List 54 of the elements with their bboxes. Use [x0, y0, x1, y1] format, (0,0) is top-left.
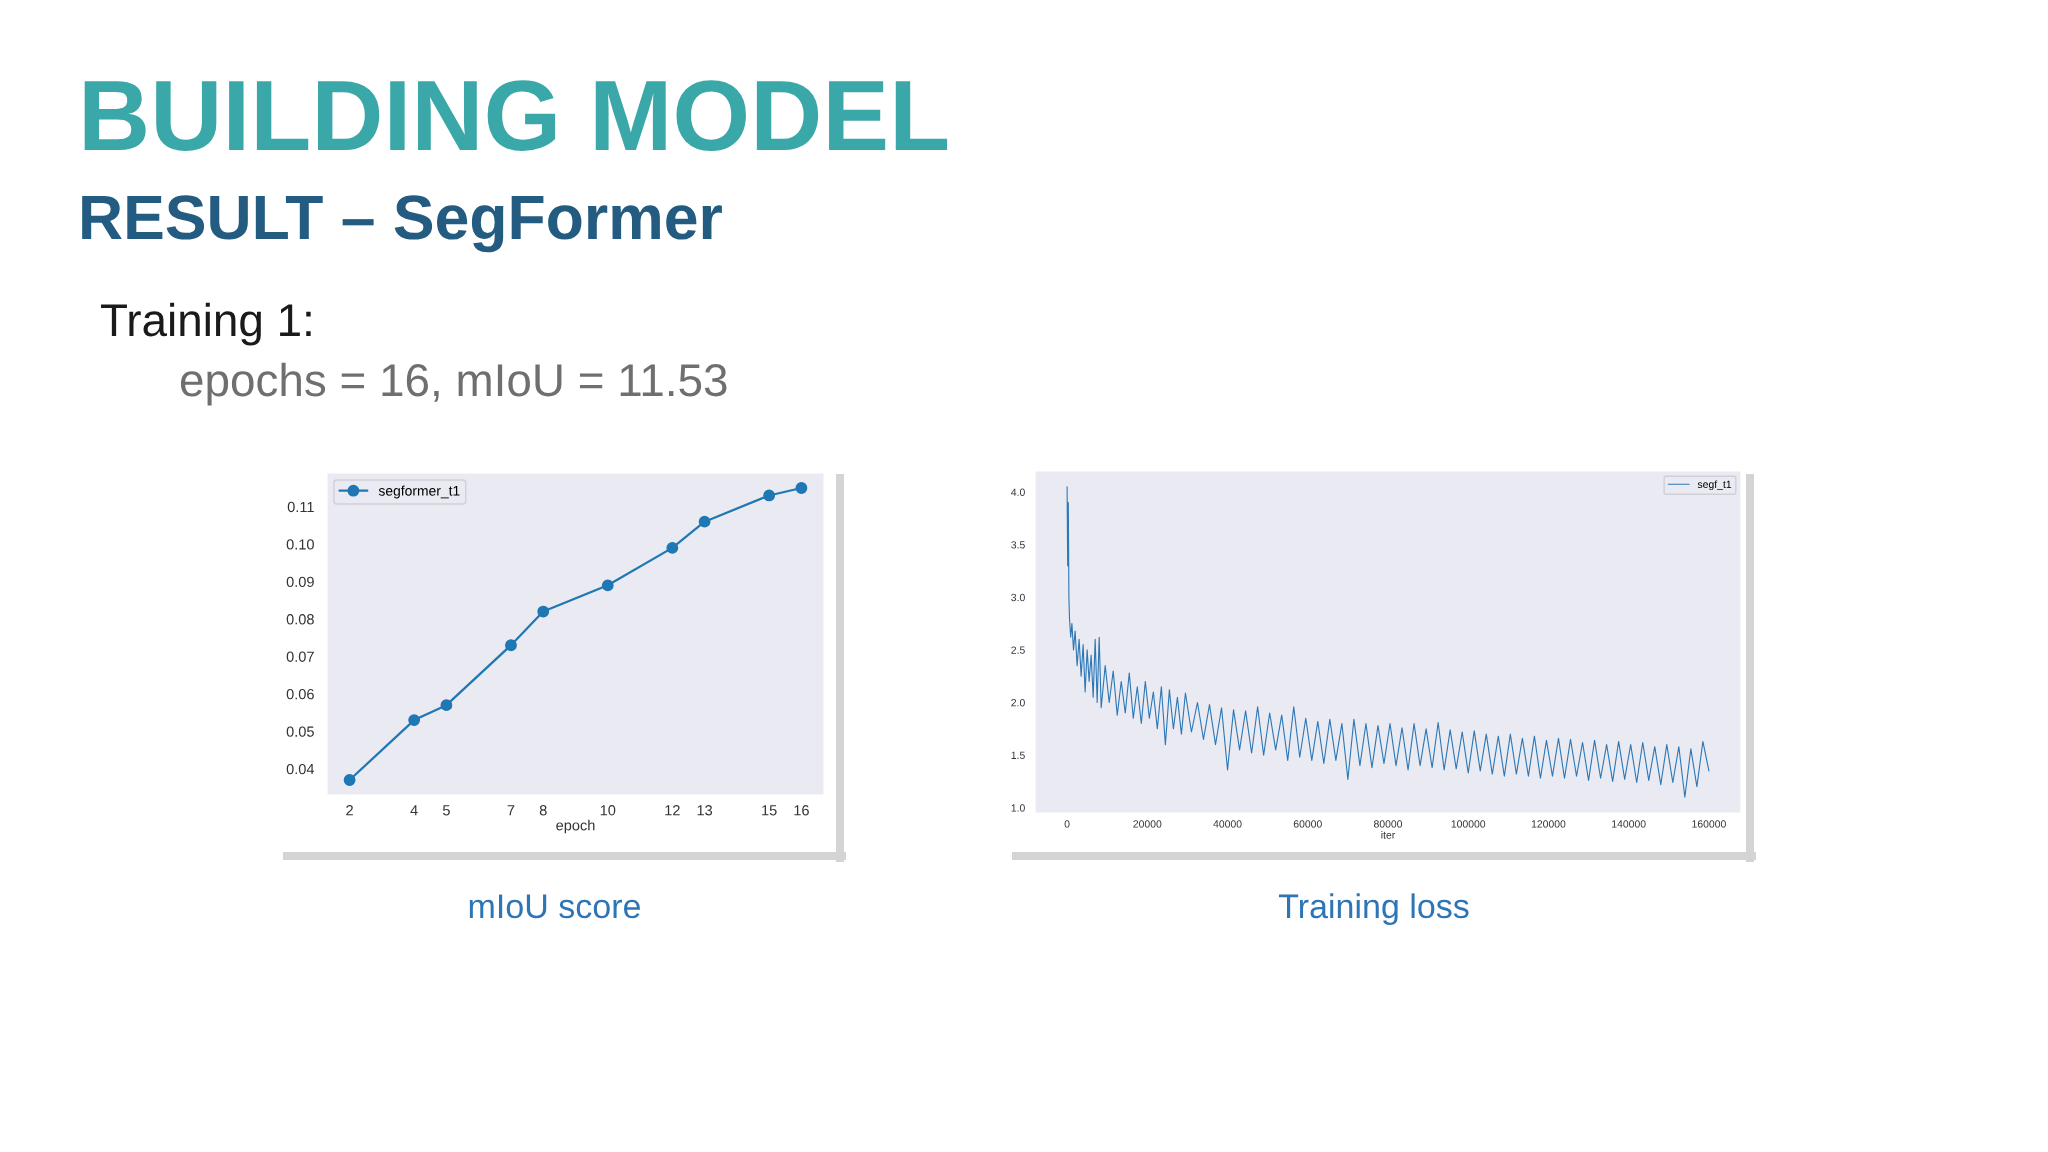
- text: Training loss: [1278, 893, 1469, 926]
- x-tick-label: 13: [697, 805, 713, 816]
- x-axis-title: iter: [1381, 831, 1396, 839]
- x-tick-label: 15: [762, 805, 777, 816]
- y-tick-label: 1.0: [1011, 804, 1025, 812]
- text: BUILDING MODEL: [84, 80, 948, 151]
- x-tick-label: 60000: [1293, 820, 1322, 828]
- x-tick-label: 140000: [1612, 820, 1646, 828]
- y-tick-label: 0.11: [287, 501, 314, 513]
- x-tick-label: 8: [539, 805, 547, 816]
- y-tick-label: 2.0: [1011, 699, 1025, 707]
- y-tick-label: 0.04: [286, 763, 315, 775]
- x-axis-title: epoch: [556, 819, 595, 834]
- x-tick-label: 80000: [1373, 820, 1403, 828]
- point: [505, 639, 517, 652]
- point: [440, 699, 453, 712]
- point: [601, 579, 614, 592]
- x-tick-label: 20000: [1133, 820, 1162, 828]
- point: [408, 714, 421, 727]
- y-tick-label: 3.5: [1011, 541, 1025, 549]
- text: epochs = 16, mIoU = 11.53: [180, 362, 727, 406]
- x-tick-label: 12: [665, 805, 680, 816]
- y-tick-label: 0.05: [286, 726, 314, 737]
- point: [698, 515, 711, 528]
- point: [795, 482, 808, 494]
- text: RESULT – SegFormer: [82, 195, 722, 253]
- text: Training 1:: [101, 302, 311, 346]
- x-tick-label: 4: [410, 805, 418, 816]
- y-tick-label: 0.10: [286, 539, 314, 550]
- y-tick-label: 0.07: [286, 651, 314, 662]
- point: [666, 541, 679, 554]
- y-tick-label: 0.06: [286, 689, 314, 700]
- y-tick-label: 0.08: [286, 614, 314, 625]
- y-tick-label: 3.0: [1011, 593, 1025, 602]
- x-tick-label: 100000: [1451, 820, 1486, 828]
- y-tick-label: 2.5: [1011, 646, 1025, 654]
- legend-label: segformer_t1: [378, 485, 460, 499]
- x-tick-label: 0: [1064, 820, 1070, 828]
- y-tick-label: 0.09: [286, 576, 314, 588]
- y-tick-label: 1.5: [1011, 751, 1025, 759]
- x-tick-label: 10: [600, 805, 616, 816]
- x-tick-label: 40000: [1213, 820, 1242, 828]
- text: mIoU score: [469, 894, 640, 919]
- y-tick-label: 4.0: [1011, 488, 1025, 496]
- x-tick-label: 16: [794, 805, 809, 816]
- x-tick-label: 160000: [1692, 820, 1726, 828]
- point: [763, 489, 776, 502]
- x-tick-label: 2: [346, 805, 353, 816]
- legend-label: segf_t1: [1697, 480, 1732, 491]
- point: [537, 605, 550, 618]
- x-tick-label: 5: [442, 805, 450, 816]
- point: [343, 774, 356, 786]
- x-tick-label: 120000: [1531, 820, 1566, 828]
- x-tick-label: 7: [507, 805, 515, 816]
